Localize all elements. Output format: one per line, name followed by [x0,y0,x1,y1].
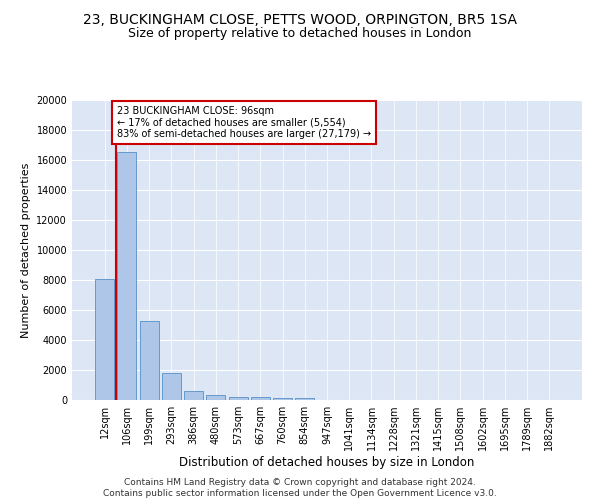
Bar [184,390,203,400]
Bar [118,152,136,400]
Bar [95,278,114,400]
Bar [206,395,225,400]
Text: 23, BUCKINGHAM CLOSE, PETTS WOOD, ORPINGTON, BR5 1SA: 23, BUCKINGHAM CLOSE, PETTS WOOD, ORPING… [83,12,517,26]
Text: Size of property relative to detached houses in London: Size of property relative to detached ho… [128,28,472,40]
Text: Contains HM Land Registry data © Crown copyright and database right 2024.
Contai: Contains HM Land Registry data © Crown c… [103,478,497,498]
Text: 23 BUCKINGHAM CLOSE: 96sqm
← 17% of detached houses are smaller (5,554)
83% of s: 23 BUCKINGHAM CLOSE: 96sqm ← 17% of deta… [117,106,371,139]
Bar [229,396,248,400]
Bar [251,397,270,400]
Bar [162,373,181,400]
Bar [140,320,158,400]
Y-axis label: Number of detached properties: Number of detached properties [21,162,31,338]
Bar [273,398,292,400]
Bar [295,398,314,400]
X-axis label: Distribution of detached houses by size in London: Distribution of detached houses by size … [179,456,475,469]
